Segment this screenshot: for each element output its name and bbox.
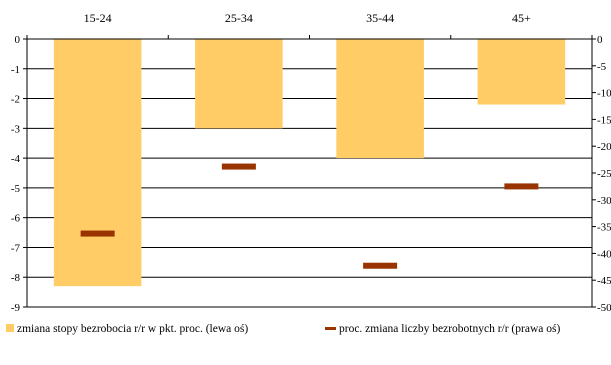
- left-tick-label: -4: [11, 153, 21, 165]
- category-label: 25-34: [225, 11, 253, 25]
- legend-label-bars: zmiana stopy bezrobocia r/r w pkt. proc.…: [17, 323, 248, 335]
- right-tick-label: -25: [597, 168, 611, 180]
- bar-25-34: [195, 39, 283, 129]
- left-tick-label: -3: [11, 123, 21, 135]
- marker-35-44: [363, 262, 398, 269]
- right-tick-label: -30: [597, 195, 611, 207]
- bar-35-44: [336, 39, 424, 159]
- category-label: 15-24: [84, 11, 112, 25]
- legend-swatch-bars: [6, 324, 14, 332]
- right-tick-label: -50: [597, 302, 611, 314]
- marker-25-34: [221, 163, 256, 170]
- legend-swatch-markers: [325, 327, 336, 330]
- right-tick-label: -10: [597, 88, 611, 100]
- right-tick-label: -5: [597, 61, 607, 73]
- bar-45+: [477, 39, 566, 105]
- left-tick-label: 0: [15, 34, 21, 46]
- right-tick-label: -15: [597, 114, 611, 126]
- category-label: 35-44: [366, 11, 394, 25]
- right-tick-label: -40: [597, 248, 611, 260]
- bars-series: [53, 39, 566, 287]
- markers-series: [80, 163, 539, 269]
- left-tick-label: -2: [11, 94, 20, 106]
- category-label: 45+: [512, 11, 531, 25]
- left-tick-label: -1: [11, 64, 20, 76]
- left-tick-label: -9: [11, 302, 21, 314]
- left-tick-label: -5: [11, 183, 21, 195]
- right-tick-label: 0: [597, 34, 603, 46]
- legend: zmiana stopy bezrobocia r/r w pkt. proc.…: [6, 323, 560, 335]
- marker-45+: [504, 183, 539, 190]
- right-tick-label: -35: [597, 222, 611, 234]
- right-tick-label: -45: [597, 275, 611, 287]
- left-tick-label: -7: [11, 242, 21, 254]
- marker-15-24: [80, 230, 115, 237]
- legend-label-markers: proc. zmiana liczby bezrobotnych r/r (pr…: [339, 323, 560, 335]
- right-axis-ticks: 0 -5 -10 -15 -20 -25 -30 -35 -40 -45 -50: [592, 34, 611, 314]
- bar-15-24: [53, 39, 142, 287]
- right-tick-label: -20: [597, 141, 611, 153]
- left-axis-ticks: 0 -1 -2 -3 -4 -5 -6 -7 -8 -9: [11, 34, 27, 314]
- left-tick-label: -6: [11, 213, 21, 225]
- category-labels: 15-24 25-34 35-44 45+: [84, 11, 531, 25]
- left-tick-label: -8: [11, 272, 21, 284]
